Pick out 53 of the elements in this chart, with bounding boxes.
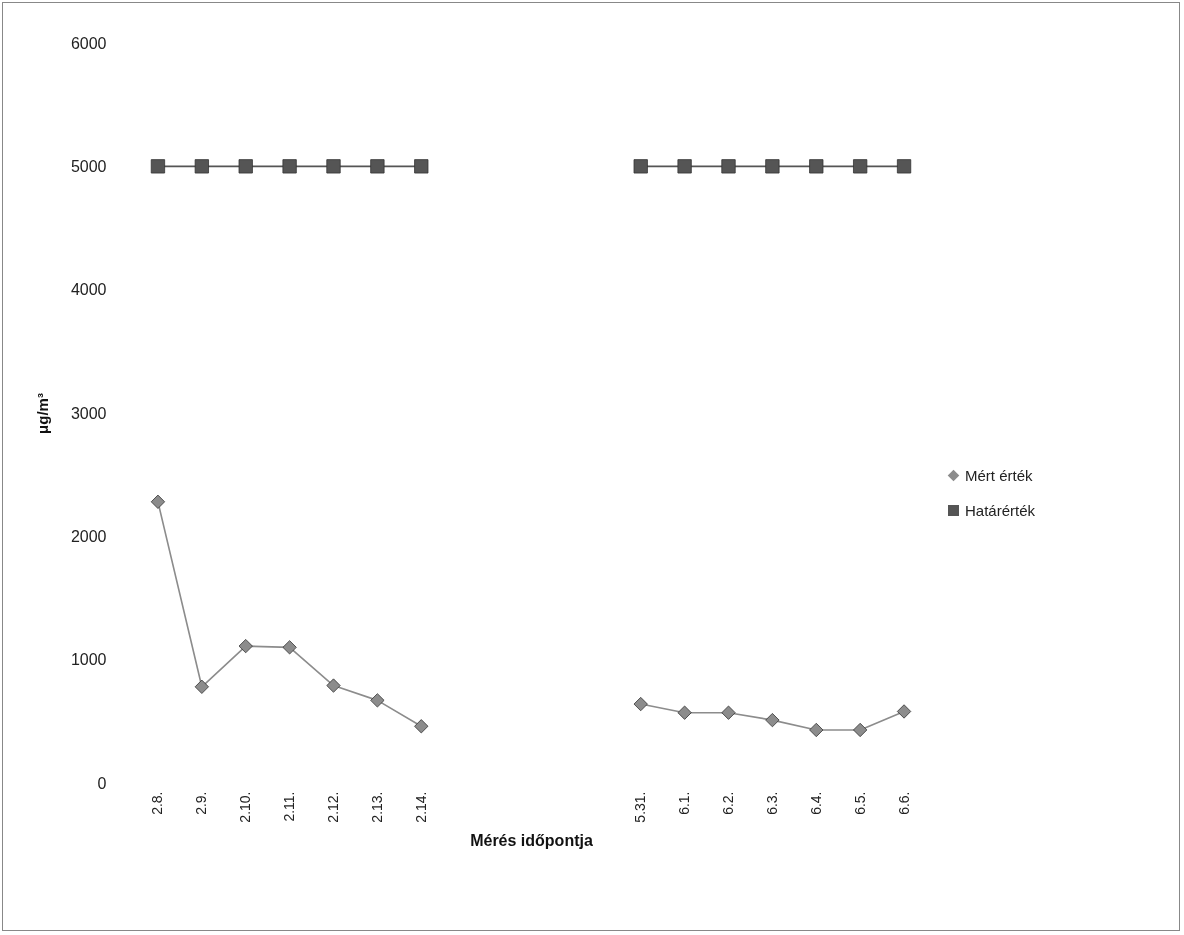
point (809, 159, 824, 174)
x-tick-label: 5.31. (632, 791, 649, 823)
point (282, 159, 297, 174)
x-tick-label: 2.11. (281, 791, 298, 822)
x-axis-title: Mérés időpontja (470, 831, 593, 849)
x-tick-label: 6.1. (676, 791, 693, 815)
point (194, 679, 209, 694)
point (194, 159, 209, 174)
y-tick-label: 4000 (70, 281, 107, 299)
x-tick-label: 2.13. (368, 791, 385, 823)
y-tick-label: 5000 (70, 157, 107, 175)
legend-label: Mért érték (965, 466, 1034, 484)
point (853, 159, 868, 174)
point (721, 159, 736, 174)
x-tick-label: 2.12. (325, 791, 341, 823)
y-tick-label: 2000 (70, 527, 107, 545)
point (238, 159, 253, 174)
point (282, 640, 297, 655)
point (370, 693, 385, 708)
x-tick-label: 6.3. (763, 791, 780, 815)
x-tick-label: 2.14. (412, 791, 429, 823)
point (853, 722, 868, 738)
point (414, 159, 429, 174)
point (150, 159, 166, 174)
x-tick-label: 6.5. (851, 791, 868, 815)
legend-label: Határérték (965, 501, 1036, 519)
point (677, 159, 692, 174)
point (633, 159, 648, 174)
point (765, 712, 780, 728)
x-tick-label: 2.10. (237, 791, 254, 823)
point (370, 159, 385, 174)
x-tick-label: 6.2. (720, 791, 736, 815)
point (677, 705, 692, 720)
y-tick-label: 0 (97, 774, 107, 792)
x-tick-label: 6.6. (895, 791, 912, 815)
point (633, 696, 648, 712)
point (150, 494, 166, 509)
x-tick-label: 6.4. (807, 791, 824, 815)
y-tick-label: 1000 (70, 651, 107, 669)
x-tick-label: 2.8. (149, 791, 166, 815)
point (809, 722, 824, 738)
point (414, 719, 429, 734)
point (896, 159, 912, 174)
y-axis-title: μg/m³ (33, 393, 51, 434)
point (765, 159, 780, 174)
point (721, 705, 736, 720)
y-tick-label: 3000 (70, 404, 107, 422)
point (896, 704, 912, 719)
point (238, 638, 253, 654)
x-tick-label: 2.9. (193, 791, 210, 815)
point (326, 678, 341, 693)
point (326, 159, 341, 174)
y-tick-label: 6000 (70, 34, 107, 52)
